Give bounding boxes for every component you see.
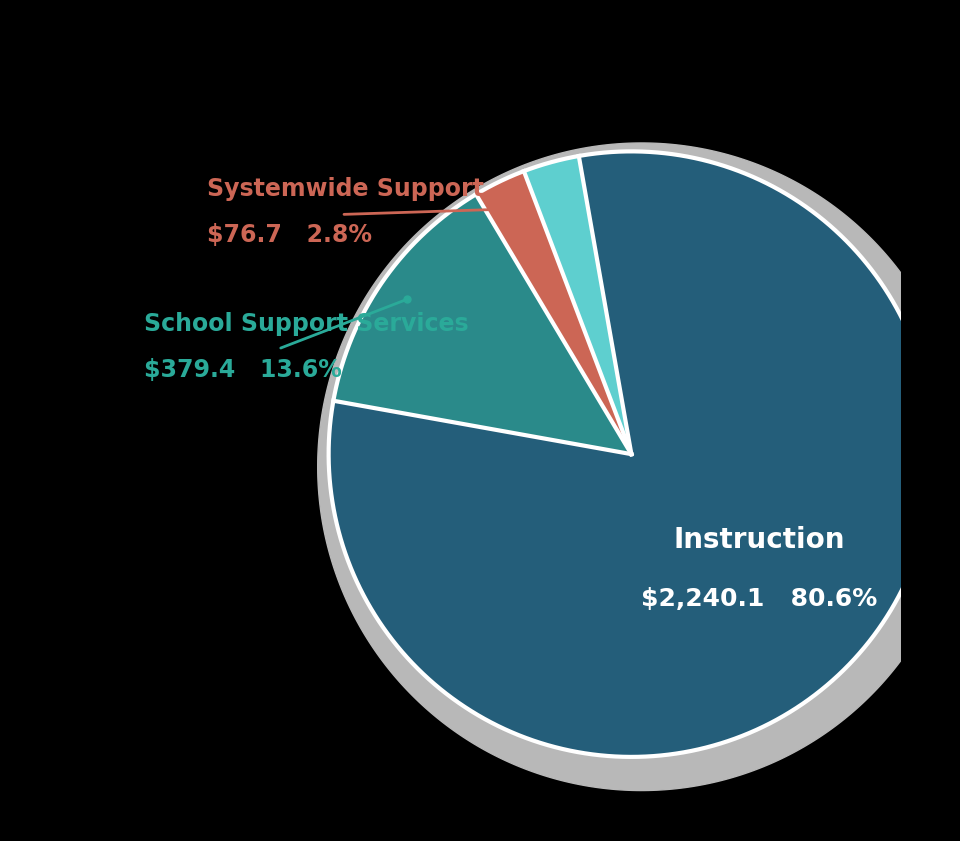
Polygon shape [524,156,632,454]
Text: $2,240.1   80.6%: $2,240.1 80.6% [641,587,877,611]
Text: $76.7   2.8%: $76.7 2.8% [206,224,372,247]
Text: Instruction: Instruction [674,526,845,554]
Text: School Support Services: School Support Services [144,312,468,336]
Polygon shape [318,143,960,791]
Text: $379.4   13.6%: $379.4 13.6% [144,358,342,382]
Polygon shape [476,171,632,454]
Text: Systemwide Support: Systemwide Support [206,177,484,201]
Polygon shape [333,194,632,454]
Polygon shape [328,151,934,757]
